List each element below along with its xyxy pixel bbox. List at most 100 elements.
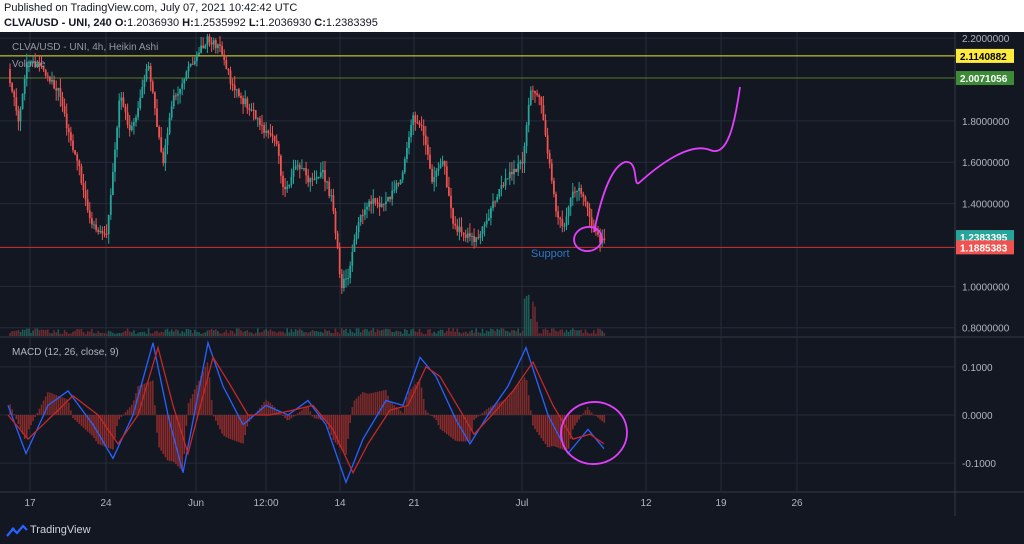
volume-bar xyxy=(586,332,589,336)
macd-histogram-bar xyxy=(284,415,286,419)
candle-body xyxy=(466,233,469,238)
time-tick-label: 17 xyxy=(24,498,36,509)
macd-histogram-bar xyxy=(124,412,127,415)
macd-histogram-bar xyxy=(89,415,91,434)
candle-body xyxy=(586,201,589,209)
macd-histogram-bar xyxy=(393,405,396,415)
volume-bar xyxy=(494,330,496,336)
candle-body xyxy=(128,124,131,131)
volume-bar xyxy=(425,333,427,336)
price-label-box xyxy=(956,240,1014,255)
volume-bar xyxy=(574,329,576,336)
candle-body xyxy=(112,171,114,195)
volume-bar xyxy=(263,330,265,336)
volume-bar xyxy=(248,332,251,336)
volume-bar xyxy=(391,331,393,336)
candle-body xyxy=(250,109,253,111)
macd-histogram-bar xyxy=(387,395,389,415)
volume-bar xyxy=(563,332,566,336)
macd-histogram-bar xyxy=(584,410,587,415)
candle-body xyxy=(353,239,356,252)
volume-bar xyxy=(519,332,522,336)
candle-body xyxy=(292,169,295,177)
volume-bar xyxy=(548,332,551,336)
macd-histogram-bar xyxy=(456,415,459,442)
volume-bar xyxy=(133,330,135,336)
candle-body xyxy=(391,190,394,200)
candle-body xyxy=(185,71,188,80)
macd-histogram-bar xyxy=(452,415,454,439)
volume-bar xyxy=(59,333,62,336)
candle-body xyxy=(578,188,580,192)
candle-body xyxy=(34,61,37,68)
candle-body xyxy=(582,193,585,197)
macd-histogram-bar xyxy=(26,415,28,438)
volume-bar xyxy=(458,332,461,336)
candle-body xyxy=(414,115,417,123)
macd-histogram-bar xyxy=(91,415,93,436)
macd-line xyxy=(7,340,605,485)
volume-bar xyxy=(166,328,169,336)
candle-body xyxy=(322,170,324,173)
volume-bar xyxy=(452,328,454,336)
candle-body xyxy=(175,95,177,97)
volume-bar xyxy=(454,331,456,336)
candle-body xyxy=(284,186,286,190)
candle-body xyxy=(334,211,337,234)
drawn-projection-path xyxy=(593,86,741,233)
volume-bar xyxy=(372,328,375,336)
candle-body xyxy=(401,172,404,180)
volume-bar xyxy=(212,330,215,336)
macd-histogram-bar xyxy=(198,380,200,415)
candle-body xyxy=(519,161,522,164)
volume-bar xyxy=(103,333,106,336)
macd-histogram-bar xyxy=(593,414,595,416)
candle-body xyxy=(523,145,526,164)
candle-body xyxy=(590,217,593,227)
volume-bar xyxy=(57,329,60,336)
macd-histogram-bar xyxy=(233,415,236,441)
macd-histogram-bar xyxy=(357,396,360,415)
chart-canvas[interactable]: 2.2000000 1.8000000 1.6000000 1.4000000 1.00… xyxy=(0,32,1024,516)
volume-bar xyxy=(443,332,446,336)
candle-body xyxy=(553,180,555,195)
volume-bar xyxy=(546,330,549,336)
macd-histogram-bar xyxy=(506,398,509,415)
candle-body xyxy=(485,220,488,225)
macd-histogram-bar xyxy=(517,384,519,415)
volume-bar xyxy=(544,328,547,336)
candle-body xyxy=(418,122,421,125)
macd-histogram-bar xyxy=(450,415,452,438)
candle-body xyxy=(99,230,102,233)
candle-body xyxy=(502,185,505,187)
macd-histogram-bar xyxy=(303,408,305,415)
volume-bar xyxy=(17,329,20,336)
candle-body xyxy=(464,234,467,238)
candle-body xyxy=(462,232,465,235)
macd-histogram-bar xyxy=(294,414,297,416)
macd-histogram-bar xyxy=(425,410,427,415)
tradingview-logo-icon xyxy=(6,524,28,537)
volume-bar xyxy=(389,329,391,336)
volume-bar xyxy=(311,329,314,336)
candle-body xyxy=(561,219,564,226)
volume-bar xyxy=(383,329,385,336)
candle-body xyxy=(536,93,538,96)
candle-body xyxy=(410,124,412,138)
macd-histogram-bar xyxy=(122,414,125,416)
macd-histogram-bar xyxy=(557,415,559,448)
candle-body xyxy=(301,168,303,170)
volume-bar xyxy=(307,332,309,336)
macd-histogram-bar xyxy=(17,415,20,425)
volume-bar xyxy=(32,330,34,336)
price-label-box xyxy=(956,48,1014,63)
macd-histogram-bar xyxy=(389,401,391,415)
footer-brand: TradingView xyxy=(30,524,91,536)
volume-bar xyxy=(301,330,303,336)
volume-bar xyxy=(597,328,599,336)
volume-bar xyxy=(240,330,242,336)
close-label: C: xyxy=(314,17,326,29)
volume-bar xyxy=(320,331,322,336)
candle-body xyxy=(349,265,352,279)
candle-body xyxy=(443,161,446,167)
